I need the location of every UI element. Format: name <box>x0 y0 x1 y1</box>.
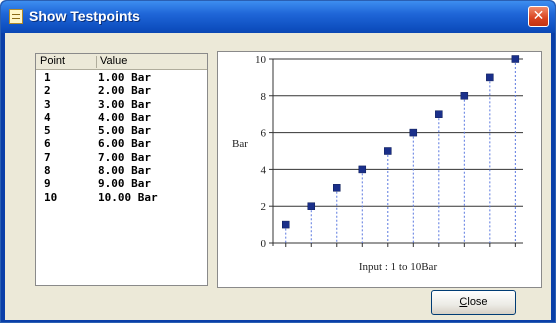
list-item[interactable]: 8 8.00 Bar <box>36 164 207 177</box>
close-button-mnemonic: C <box>459 296 468 308</box>
point-cell: 9 <box>44 177 51 191</box>
close-button-label: lose <box>467 296 488 308</box>
data-point <box>384 147 392 155</box>
column-header-point[interactable]: Point <box>40 55 66 67</box>
y-tick-label: 4 <box>261 164 267 176</box>
list-rows: 1 1.00 Bar 2 2.00 Bar 3 3.00 Bar 4 4.00 Bar 5 5.0… <box>36 71 207 204</box>
data-point <box>486 73 494 82</box>
point-cell: 7 <box>44 150 51 164</box>
point-cell: 6 <box>44 137 51 151</box>
column-divider[interactable] <box>96 56 97 68</box>
value-cell: 2.00 Bar <box>98 84 151 98</box>
y-tick-label: 2 <box>261 201 267 213</box>
window-title: Show Testpoints <box>29 8 140 24</box>
y-tick-label: 6 <box>261 128 267 140</box>
value-cell: 7.00 Bar <box>98 150 151 164</box>
data-point <box>358 165 367 174</box>
list-item[interactable]: 9 9.00 Bar <box>36 177 207 190</box>
data-point <box>282 220 290 229</box>
data-point <box>435 110 443 118</box>
list-item[interactable]: 10 10.00 Bar <box>36 191 207 204</box>
testpoint-list[interactable]: Point Value 1 1.00 Bar 2 2.00 Bar 3 3.00 Bar 4… <box>35 53 208 286</box>
value-cell: 4.00 Bar <box>98 110 151 124</box>
value-cell: 3.00 Bar <box>98 97 151 111</box>
data-point <box>333 184 341 192</box>
point-cell: 1 <box>44 71 51 84</box>
column-header-value[interactable]: Value <box>100 55 128 67</box>
list-item[interactable]: 6 6.00 Bar <box>36 137 207 150</box>
y-tick-label: 0 <box>261 238 267 250</box>
list-item[interactable]: 2 2.00 Bar <box>36 84 207 97</box>
title-bar[interactable]: Show Testpoints ✕ <box>1 1 555 33</box>
list-item[interactable]: 4 4.00 Bar <box>36 111 207 124</box>
data-point <box>307 202 316 210</box>
dialog-body: Point Value 1 1.00 Bar 2 2.00 Bar 3 3.00 Bar 4… <box>5 33 551 320</box>
point-cell: 10 <box>44 190 58 204</box>
list-item[interactable]: 5 5.00 Bar <box>36 124 207 137</box>
point-cell: 2 <box>44 84 51 98</box>
chart-panel: 0 2 4 6 8 10 Bar Input : 1 to 10Bar <box>217 51 542 288</box>
value-cell: 1.00 Bar <box>98 71 151 84</box>
point-cell: 3 <box>44 97 51 111</box>
list-item[interactable]: 7 7.00 Bar <box>36 151 207 164</box>
point-cell: 8 <box>44 164 51 178</box>
value-cell: 10.00 Bar <box>98 190 158 204</box>
y-tick-label: 10 <box>255 54 267 66</box>
point-cell: 5 <box>44 124 51 138</box>
testpoint-chart: 0 2 4 6 8 10 Bar Input : 1 to 10Bar <box>232 54 523 273</box>
list-header: Point Value <box>36 54 207 70</box>
value-cell: 6.00 Bar <box>98 137 151 151</box>
data-point <box>511 55 520 63</box>
value-cell: 8.00 Bar <box>98 164 151 178</box>
close-button[interactable]: Close <box>431 290 516 315</box>
y-tick-label: 8 <box>261 91 267 103</box>
x-axis-label: Input : 1 to 10Bar <box>359 261 438 273</box>
close-icon[interactable]: ✕ <box>528 6 549 27</box>
value-cell: 5.00 Bar <box>98 124 151 138</box>
list-item[interactable]: 1 1.00 Bar <box>36 71 207 84</box>
list-item[interactable]: 3 3.00 Bar <box>36 98 207 111</box>
value-cell: 9.00 Bar <box>98 177 151 191</box>
notepad-icon <box>9 9 23 24</box>
y-axis-label: Bar <box>232 138 248 150</box>
data-point <box>409 128 418 137</box>
point-cell: 4 <box>44 110 51 124</box>
data-point <box>460 92 469 100</box>
